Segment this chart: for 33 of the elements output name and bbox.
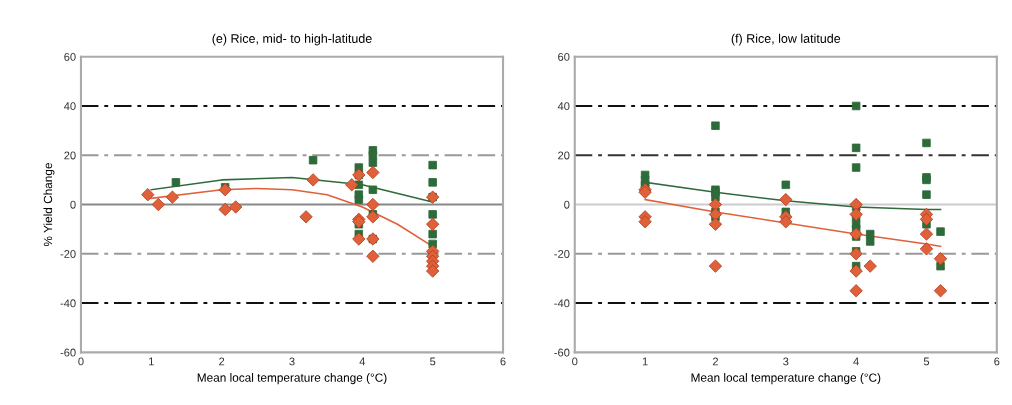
y-tick-label: 20 [64,151,76,160]
y-tick-label: -40 [60,299,76,308]
x-tick-label: 1 [642,357,648,366]
x-tick-label: 2 [712,357,718,366]
y-axis-title: % Yield Change [43,163,55,247]
x-tick-label: 3 [783,357,789,366]
y-tick-label: -60 [60,348,76,357]
x-tick-label: 0 [572,357,578,366]
y-tick-label: -20 [60,250,76,258]
chart-title: (e) Rice, mid- to high-latitude [212,33,372,46]
x-tick-label: 5 [923,357,930,366]
x-tick-label: 3 [289,357,295,366]
x-tick-label: 5 [430,357,436,366]
chart-title: (f) Rice, low latitude [731,33,841,46]
y-tick-label: 0 [70,200,76,209]
y-tick-label: 20 [558,151,570,160]
x-tick-label: 6 [500,357,506,366]
y-tick-label: -40 [554,299,570,308]
x-tick-label: 2 [219,357,225,366]
y-tick-label: 60 [64,52,76,61]
y-tick-label: 60 [558,52,570,61]
y-tick-label: 40 [557,102,570,111]
x-tick-label: 6 [994,357,1000,366]
x-tick-label: 1 [149,357,154,366]
y-tick-label: -20 [554,250,570,258]
x-tick-label: 4 [853,357,859,366]
x-tick-label: 0 [78,357,84,366]
x-axis-title: Mean local temperature change (°C) [691,373,881,385]
y-tick-label: -60 [554,348,570,357]
y-tick-label: 0 [564,200,570,209]
y-tick-label: 40 [64,102,76,111]
x-tick-label: 4 [359,357,366,366]
x-axis-title: Mean local temperature change (°C) [197,373,387,385]
